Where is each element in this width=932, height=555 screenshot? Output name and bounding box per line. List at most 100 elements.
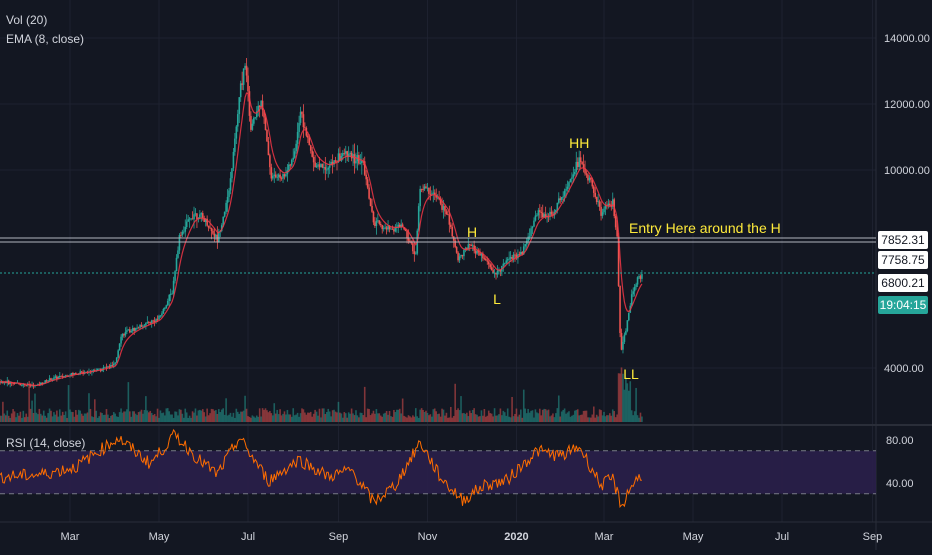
- candle-body: [387, 225, 389, 230]
- volume-bar: [327, 408, 330, 422]
- volume-bar: [66, 417, 68, 422]
- level-layer: [0, 237, 876, 274]
- candle-body: [620, 332, 623, 350]
- volume-bar: [334, 411, 337, 422]
- candle-body: [47, 380, 49, 382]
- candle-body: [206, 218, 208, 226]
- candle-body: [232, 151, 235, 169]
- candle-body: [474, 250, 477, 254]
- volume-bar: [253, 416, 255, 422]
- volume-bar: [428, 415, 430, 422]
- volume-bar: [99, 412, 102, 422]
- volume-bar: [31, 400, 33, 422]
- rsi-tick-label: 80.00: [886, 435, 914, 447]
- candle-body: [455, 246, 458, 253]
- volume-bar: [606, 415, 608, 422]
- candle-body: [70, 372, 73, 376]
- volume-bar: [531, 410, 534, 422]
- volume-bar: [474, 414, 477, 422]
- volume-bar: [238, 413, 241, 422]
- volume-bar: [60, 415, 63, 422]
- candle-body: [104, 366, 106, 368]
- price-tick-label: 10000.00: [884, 165, 930, 177]
- candle-body: [285, 174, 287, 177]
- candle-body: [165, 305, 168, 309]
- candle-body: [169, 293, 172, 295]
- candle-body: [149, 322, 152, 324]
- volume-bar: [511, 396, 513, 422]
- volume-bar: [183, 417, 185, 422]
- candle-body: [425, 186, 427, 188]
- volume-bar: [616, 414, 618, 422]
- volume-bar: [18, 415, 20, 422]
- volume-bar: [396, 409, 398, 422]
- volume-bar: [254, 417, 257, 422]
- volume-bar: [290, 416, 293, 422]
- candle-body: [607, 203, 610, 206]
- candle-body: [185, 221, 188, 227]
- volume-bar: [105, 409, 108, 422]
- volume-bar: [295, 414, 297, 422]
- candle-body: [187, 219, 189, 222]
- volume-bar: [143, 409, 146, 422]
- candle-body: [343, 153, 346, 154]
- candle-body: [390, 228, 392, 230]
- candle-body: [410, 241, 413, 244]
- candle-body: [428, 187, 430, 194]
- candle-body: [126, 330, 128, 332]
- volume-bar: [451, 417, 454, 422]
- volume-bar: [638, 417, 640, 422]
- volume-bar: [540, 415, 543, 422]
- candle-body: [290, 159, 293, 166]
- volume-bar: [476, 414, 478, 422]
- candle-body: [441, 203, 443, 210]
- candle-body: [172, 280, 175, 294]
- candle-body: [269, 155, 271, 168]
- volume-bar: [150, 412, 153, 422]
- candle-body: [274, 174, 277, 178]
- volume-bar: [168, 411, 171, 422]
- volume-bar: [228, 414, 230, 422]
- candle-body: [72, 372, 74, 375]
- volume-bar: [0, 415, 1, 422]
- volume-bar: [277, 414, 280, 422]
- candle-body: [603, 208, 605, 213]
- volume-bar: [218, 409, 220, 422]
- volume-bar: [450, 406, 452, 422]
- candle-body: [572, 174, 575, 178]
- volume-bar: [229, 412, 232, 422]
- candle-body: [486, 260, 489, 262]
- candle-body: [471, 245, 474, 247]
- candle-body: [432, 192, 435, 194]
- candle-body: [467, 244, 470, 250]
- volume-bar: [536, 412, 538, 422]
- volume-bar: [174, 411, 176, 422]
- candle-body: [479, 252, 481, 256]
- volume-bar: [378, 413, 381, 422]
- volume-bar: [609, 413, 611, 422]
- volume-bar: [404, 416, 407, 422]
- volume-bar: [172, 417, 175, 422]
- candle-body: [550, 211, 553, 215]
- candle-body: [511, 256, 513, 260]
- candle-body: [266, 129, 268, 142]
- candle-body: [417, 206, 420, 231]
- volume-bar: [375, 409, 378, 422]
- candle-body: [423, 186, 426, 190]
- volume-bar: [67, 385, 70, 422]
- volume-bar: [466, 412, 468, 422]
- volume-bar: [5, 415, 7, 422]
- volume-bar: [629, 381, 632, 422]
- volume-bar: [94, 399, 96, 422]
- volume-bar: [626, 383, 629, 422]
- volume-bar: [490, 413, 493, 422]
- candle-body: [581, 162, 583, 165]
- candle-body: [429, 193, 432, 195]
- volume-bar: [191, 411, 194, 422]
- candle-body: [483, 258, 486, 260]
- volume-bar: [296, 412, 299, 422]
- volume-bar: [382, 413, 385, 422]
- volume-bar: [320, 417, 322, 422]
- volume-bar: [50, 410, 52, 422]
- candle-body: [241, 83, 243, 85]
